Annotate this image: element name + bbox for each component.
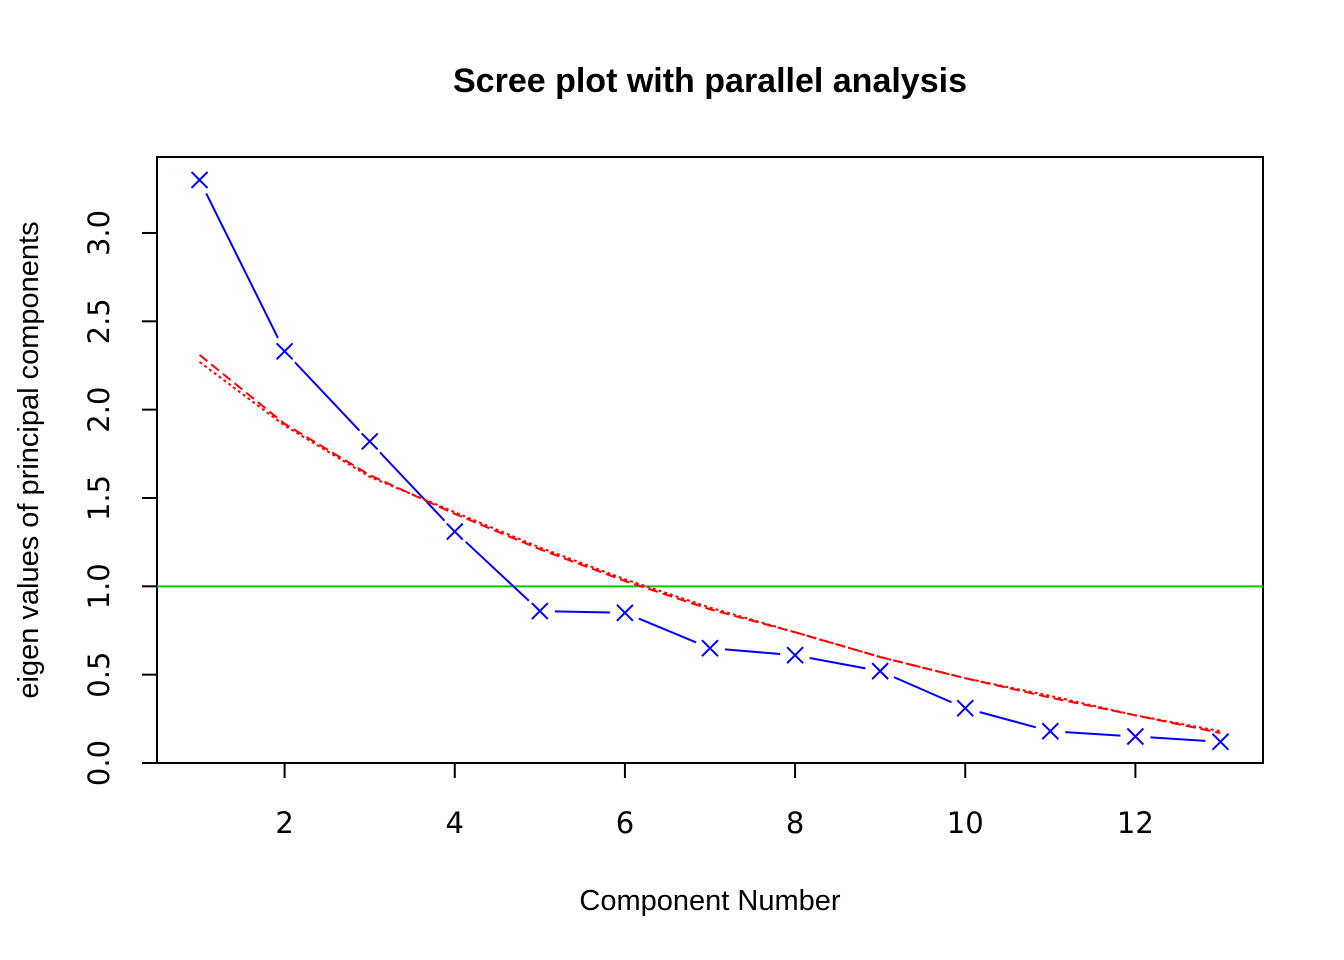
series-segment <box>205 192 279 339</box>
data-point <box>446 522 464 541</box>
y-tick-label: 0.0 <box>82 740 116 786</box>
series-segment <box>724 648 781 655</box>
x-axis: 2 4 6 8 10 12 <box>275 762 1154 840</box>
chart-title: Scree plot with parallel analysis <box>453 62 967 100</box>
y-tick-label: 2.0 <box>82 387 116 433</box>
series-segment <box>1065 731 1121 737</box>
series-segment <box>465 541 530 602</box>
x-axis-title: Component Number <box>579 885 840 917</box>
data-point <box>1126 727 1145 746</box>
x-tick-label: 8 <box>786 806 804 840</box>
data-point <box>360 432 379 451</box>
x-tick-label: 4 <box>446 806 464 840</box>
data-point <box>1211 733 1230 751</box>
y-tick-label: 0.5 <box>82 652 116 698</box>
series-segment <box>979 711 1037 729</box>
series-line <box>198 354 1221 734</box>
y-tick-label: 2.5 <box>82 298 116 344</box>
plot-area-frame <box>156 156 1264 764</box>
data-point <box>275 342 294 361</box>
data-point <box>871 662 889 680</box>
y-axis-title: eigen values of principal components <box>13 221 45 698</box>
x-tick-label: 6 <box>616 806 634 840</box>
series-segment <box>809 657 866 670</box>
series-line <box>198 361 1221 733</box>
data-point <box>701 639 719 657</box>
series-segment <box>1150 736 1206 742</box>
series-layer <box>190 171 1230 751</box>
series-simulated <box>198 354 1221 734</box>
series-resampled <box>198 361 1221 733</box>
data-point <box>616 604 634 622</box>
data-point <box>956 699 974 717</box>
x-tick-label: 10 <box>947 806 984 840</box>
data-point <box>531 602 549 620</box>
y-axis: 0.0 0.5 1.0 1.5 2.0 2.5 3.0 <box>82 210 158 786</box>
data-point <box>1041 722 1060 740</box>
series-segment <box>893 676 952 704</box>
x-tick-label: 12 <box>1117 806 1154 840</box>
series-segment <box>294 361 361 432</box>
series-segment <box>379 451 446 522</box>
data-point <box>786 646 804 664</box>
series-actual <box>190 171 1230 751</box>
series-segment <box>638 617 697 644</box>
x-tick-label: 2 <box>275 806 293 840</box>
y-tick-label: 1.5 <box>82 475 116 521</box>
y-tick-label: 1.0 <box>82 563 116 609</box>
series-segment <box>554 610 610 614</box>
data-point <box>190 171 209 189</box>
y-tick-label: 3.0 <box>82 210 116 256</box>
